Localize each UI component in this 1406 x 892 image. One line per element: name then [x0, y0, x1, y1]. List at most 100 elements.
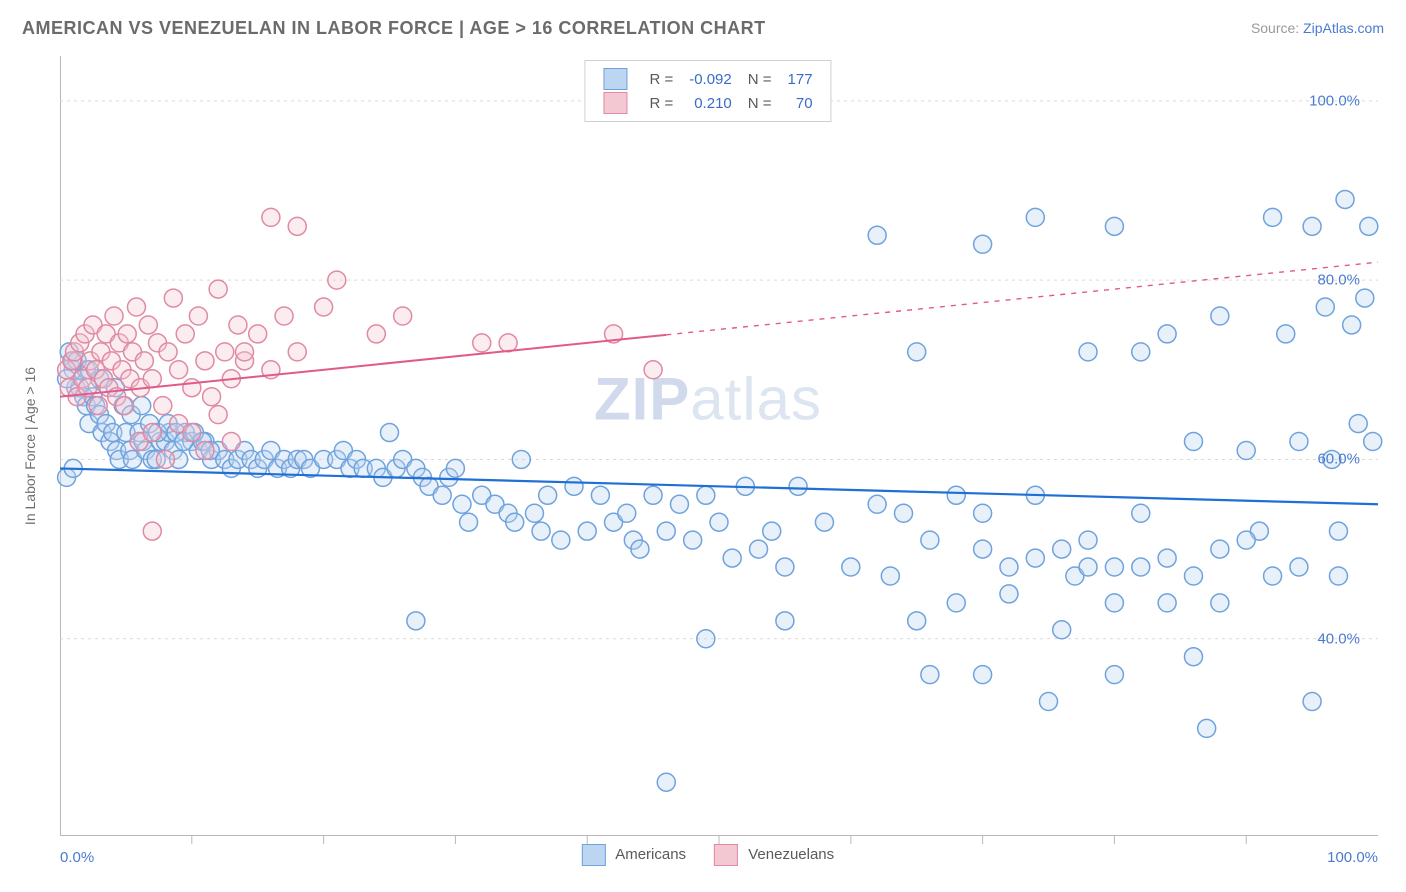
data-point: [1158, 549, 1176, 567]
data-point: [921, 531, 939, 549]
series-legend: Americans Venezuelans: [568, 844, 848, 866]
data-point: [750, 540, 768, 558]
data-point: [1184, 648, 1202, 666]
data-point: [183, 379, 201, 397]
data-point: [176, 325, 194, 343]
data-point: [868, 226, 886, 244]
data-point: [1184, 567, 1202, 585]
data-point: [328, 271, 346, 289]
data-point: [105, 307, 123, 325]
data-point: [1053, 621, 1071, 639]
correlation-legend: R =-0.092N =177R =0.210N =70: [584, 60, 831, 122]
data-point: [159, 343, 177, 361]
data-point: [947, 594, 965, 612]
data-point: [789, 477, 807, 495]
trendline-dashed: [666, 262, 1378, 335]
data-point: [618, 504, 636, 522]
data-point: [1132, 343, 1150, 361]
y-tick-label: 60.0%: [1317, 451, 1360, 468]
trendline-solid: [60, 468, 1378, 504]
data-point: [974, 504, 992, 522]
data-point: [433, 486, 451, 504]
legend-swatch: [582, 844, 606, 866]
data-point: [229, 316, 247, 334]
data-point: [446, 459, 464, 477]
source-link[interactable]: ZipAtlas.com: [1303, 20, 1384, 36]
data-point: [143, 370, 161, 388]
data-point: [196, 352, 214, 370]
data-point: [209, 280, 227, 298]
data-point: [222, 433, 240, 451]
data-point: [1184, 433, 1202, 451]
data-point: [644, 486, 662, 504]
data-point: [908, 343, 926, 361]
y-tick-label: 40.0%: [1317, 630, 1360, 647]
data-point: [133, 397, 151, 415]
data-point: [1105, 594, 1123, 612]
data-point: [710, 513, 728, 531]
data-point: [209, 406, 227, 424]
data-point: [1105, 558, 1123, 576]
data-point: [1316, 298, 1334, 316]
data-point: [315, 298, 333, 316]
source-attribution: Source: ZipAtlas.com: [1251, 20, 1384, 36]
data-point: [460, 513, 478, 531]
legend-item: Venezuelans: [714, 844, 834, 866]
data-point: [1303, 217, 1321, 235]
legend-series-name: Venezuelans: [748, 846, 834, 863]
data-point: [381, 424, 399, 442]
data-point: [288, 217, 306, 235]
data-point: [1329, 567, 1347, 585]
data-point: [127, 298, 145, 316]
data-point: [552, 531, 570, 549]
data-point: [1264, 567, 1282, 585]
data-point: [1158, 325, 1176, 343]
data-point: [1303, 693, 1321, 711]
data-point: [154, 397, 172, 415]
data-point: [394, 307, 412, 325]
data-point: [407, 612, 425, 630]
data-point: [1237, 531, 1255, 549]
data-point: [1132, 504, 1150, 522]
data-point: [657, 522, 675, 540]
data-point: [565, 477, 583, 495]
data-point: [1336, 190, 1354, 208]
data-point: [532, 522, 550, 540]
legend-r-value: 0.210: [681, 91, 740, 115]
data-point: [644, 361, 662, 379]
data-point: [1343, 316, 1361, 334]
data-point: [591, 486, 609, 504]
data-point: [262, 208, 280, 226]
data-point: [1053, 540, 1071, 558]
data-point: [1329, 522, 1347, 540]
data-point: [842, 558, 860, 576]
data-point: [1198, 719, 1216, 737]
data-point: [763, 522, 781, 540]
x-min-label: 0.0%: [60, 849, 94, 866]
data-point: [156, 450, 174, 468]
data-point: [1000, 558, 1018, 576]
data-point: [1356, 289, 1374, 307]
data-point: [868, 495, 886, 513]
data-point: [723, 549, 741, 567]
data-point: [506, 513, 524, 531]
data-point: [578, 522, 596, 540]
data-point: [1132, 558, 1150, 576]
data-point: [525, 504, 543, 522]
data-point: [776, 612, 794, 630]
legend-r-label: R =: [641, 67, 681, 91]
data-point: [118, 325, 136, 343]
chart-title: AMERICAN VS VENEZUELAN IN LABOR FORCE | …: [22, 18, 766, 38]
data-point: [473, 334, 491, 352]
data-point: [89, 397, 107, 415]
data-point: [1105, 666, 1123, 684]
data-point: [1290, 433, 1308, 451]
data-point: [236, 343, 254, 361]
legend-item: Americans: [582, 844, 686, 866]
data-point: [697, 630, 715, 648]
data-point: [288, 343, 306, 361]
scatter-chart: [60, 56, 1378, 836]
data-point: [776, 558, 794, 576]
y-axis-label: In Labor Force | Age > 16: [22, 367, 38, 525]
data-point: [1079, 558, 1097, 576]
